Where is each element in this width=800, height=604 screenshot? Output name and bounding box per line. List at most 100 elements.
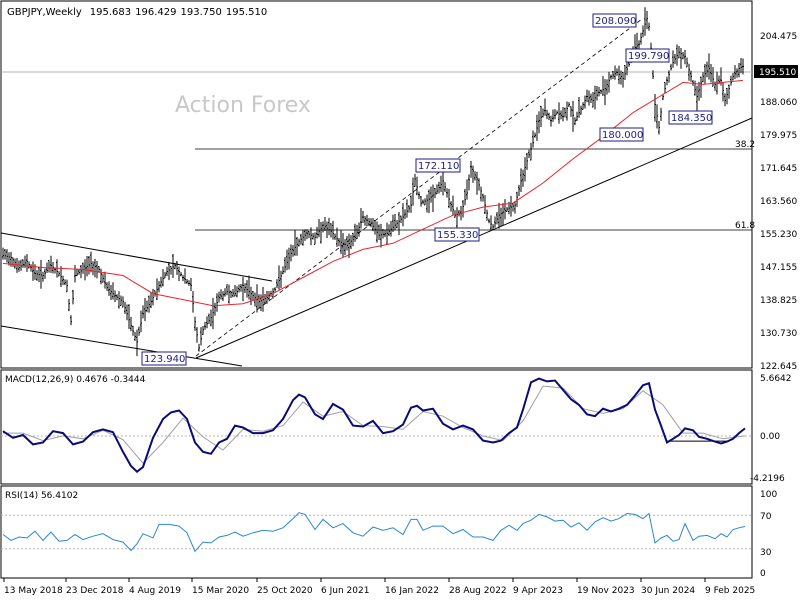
price-bar [92,261,94,276]
price-bar [406,199,408,218]
price-bar [74,264,76,283]
x-tick-label: 30 Jun 2024 [641,586,695,596]
price-bar [240,283,242,292]
price-bar [230,290,232,298]
price-bar [12,257,14,267]
price-bar [148,295,150,313]
price-bar [468,174,470,191]
dashed-channel-line [195,18,643,357]
price-bar [710,64,712,83]
price-bar [428,189,430,214]
macd-y-tick-zero: 0.00 [760,432,780,442]
price-bar [256,284,258,313]
price-bar [198,343,200,352]
price-bar [598,86,600,97]
price-bar [176,261,178,276]
price-bar [504,199,506,220]
price-bar [402,203,404,227]
price-bar [546,109,548,120]
price-bar [700,76,702,98]
price-bar [524,157,526,182]
rsi-y-tick-30: 30 [760,548,772,558]
price-bar [586,89,588,103]
price-bar [136,329,138,357]
price-bar [490,215,492,231]
price-bar [190,277,192,292]
price-bar [370,218,372,228]
price-bar [150,292,152,309]
price-bar [76,268,78,277]
price-bar [284,257,286,273]
price-bar [108,281,110,296]
price-bar [618,65,620,85]
price-bar [234,284,236,297]
fib-61-label: 61.8 [735,221,755,231]
price-bar [462,200,464,218]
price-bar [674,54,676,65]
price-bar [736,68,738,78]
price-bar [670,63,672,71]
price-bar [350,235,352,250]
price-bar [530,142,532,161]
price-bar [560,110,562,120]
price-bar [38,267,40,282]
price-bar [466,179,468,200]
y-tick-147: 147.155 [760,263,797,273]
price-bar [248,275,250,300]
price-bar [360,208,362,229]
annotation-172-text: 172.110 [418,161,459,172]
price-bar [512,203,514,212]
price-bar [342,232,344,257]
price-bar [404,209,406,220]
price-bar [182,274,184,282]
price-bar [106,282,108,291]
price-bar [538,111,540,134]
price-bar [554,109,556,120]
price-bar [576,111,578,122]
price-bar [400,215,402,224]
price-bar [382,229,384,239]
rsi-y-tick-70: 70 [760,512,772,522]
price-bar [570,106,572,117]
price-bar [584,95,586,109]
price-bar [316,226,318,239]
price-bar [64,279,66,286]
price-bar [236,286,238,298]
x-tick-label: 19 Nov 2023 [577,586,635,596]
x-tick-label: 4 Aug 2019 [129,586,181,596]
price-bar [194,316,196,331]
price-bar [132,325,134,336]
main-panel: GBPJPY,Weekly 195.683 196.429 193.750 195.51… [0,0,755,369]
price-bar [156,278,158,300]
price-bar [732,72,734,81]
current-price-badge [754,65,798,78]
price-bar [328,217,330,236]
annotation-155: 155.330 [434,227,480,242]
price-bar [410,195,412,213]
price-bar [112,282,114,300]
price-bar [164,271,166,279]
price-bar [40,259,42,289]
price-bar [302,229,304,246]
price-bar [564,107,566,118]
price-bar [742,58,744,75]
price-bar [264,294,266,304]
price-bar [312,232,314,240]
price-bar [118,291,120,309]
price-bar [740,58,742,74]
price-bar [368,217,370,227]
price-bar [416,176,418,196]
price-bar [608,71,610,93]
price-bar [292,245,294,257]
price-bar [680,47,682,69]
price-bar [212,297,214,330]
price-bar [518,184,520,196]
price-bar [250,286,252,306]
price-bar [160,276,162,288]
watermark: Action Forex [175,93,311,118]
y-tick-188: 188.060 [760,98,797,108]
price-bar [322,221,324,233]
price-bar [592,92,594,108]
price-bar [188,280,190,286]
